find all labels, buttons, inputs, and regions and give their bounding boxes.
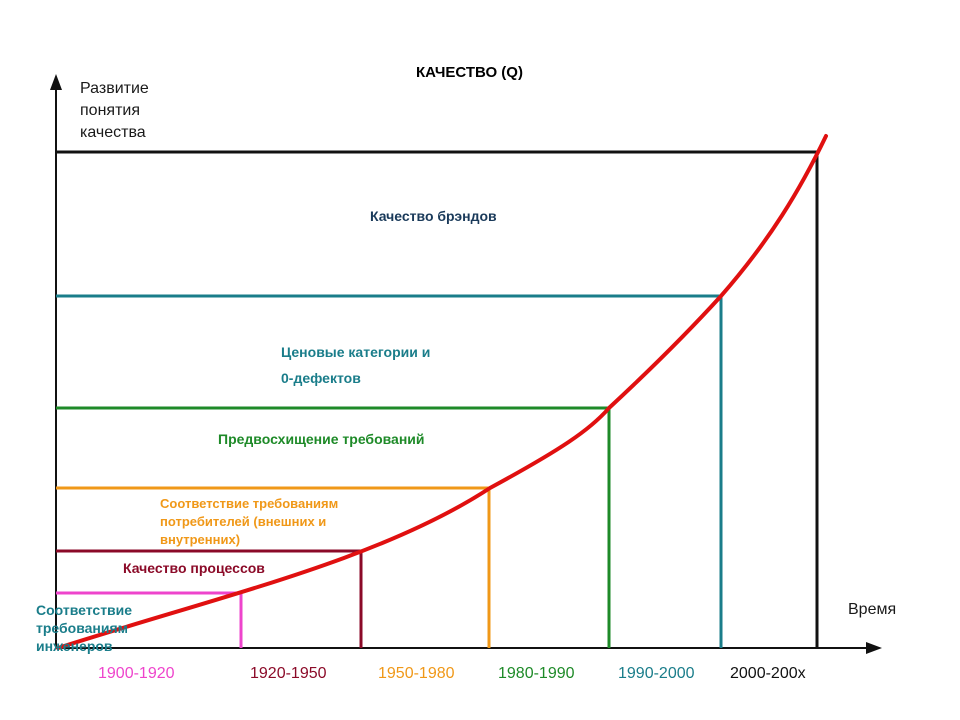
period-label-2000-200x: 2000-200x bbox=[730, 665, 806, 682]
level-label-engineers-line2: требованиям bbox=[36, 620, 129, 636]
period-label-1900-1920: 1900-1920 bbox=[98, 665, 175, 682]
level-label-brands: Качество брэндов bbox=[370, 208, 497, 224]
level-label-price-line1: Ценовые категории и bbox=[281, 344, 431, 360]
level-label-customers-line3: внутренних) bbox=[160, 532, 241, 547]
period-label-1950-1980: 1950-1980 bbox=[378, 665, 455, 682]
level-label-anticipation: Предвосхищение требований bbox=[218, 431, 425, 447]
level-label-engineers-line1: Соответствие bbox=[36, 602, 133, 618]
period-label-1980-1990: 1980-1990 bbox=[498, 665, 575, 682]
x-axis-label: Время bbox=[848, 601, 897, 618]
period-label-1920-1950: 1920-1950 bbox=[250, 665, 327, 682]
diagram-title: КАЧЕСТВО (Q) bbox=[416, 64, 523, 81]
x-axis-arrow bbox=[866, 642, 882, 654]
level-label-customers-line1: Соответствие требованиям bbox=[160, 496, 339, 511]
level-label-engineers-line3: инженеров bbox=[36, 638, 113, 654]
level-label-processes: Качество процессов bbox=[123, 560, 265, 576]
y-axis-label: Развитие понятия качества bbox=[80, 80, 149, 141]
period-label-1990-2000: 1990-2000 bbox=[618, 665, 695, 682]
level-label-price-line2: 0-дефектов bbox=[281, 370, 361, 386]
level-label-customers-line2: потребителей (внешних и bbox=[160, 514, 327, 529]
quality-growth-curve bbox=[56, 134, 828, 650]
y-axis-arrow bbox=[50, 74, 62, 90]
